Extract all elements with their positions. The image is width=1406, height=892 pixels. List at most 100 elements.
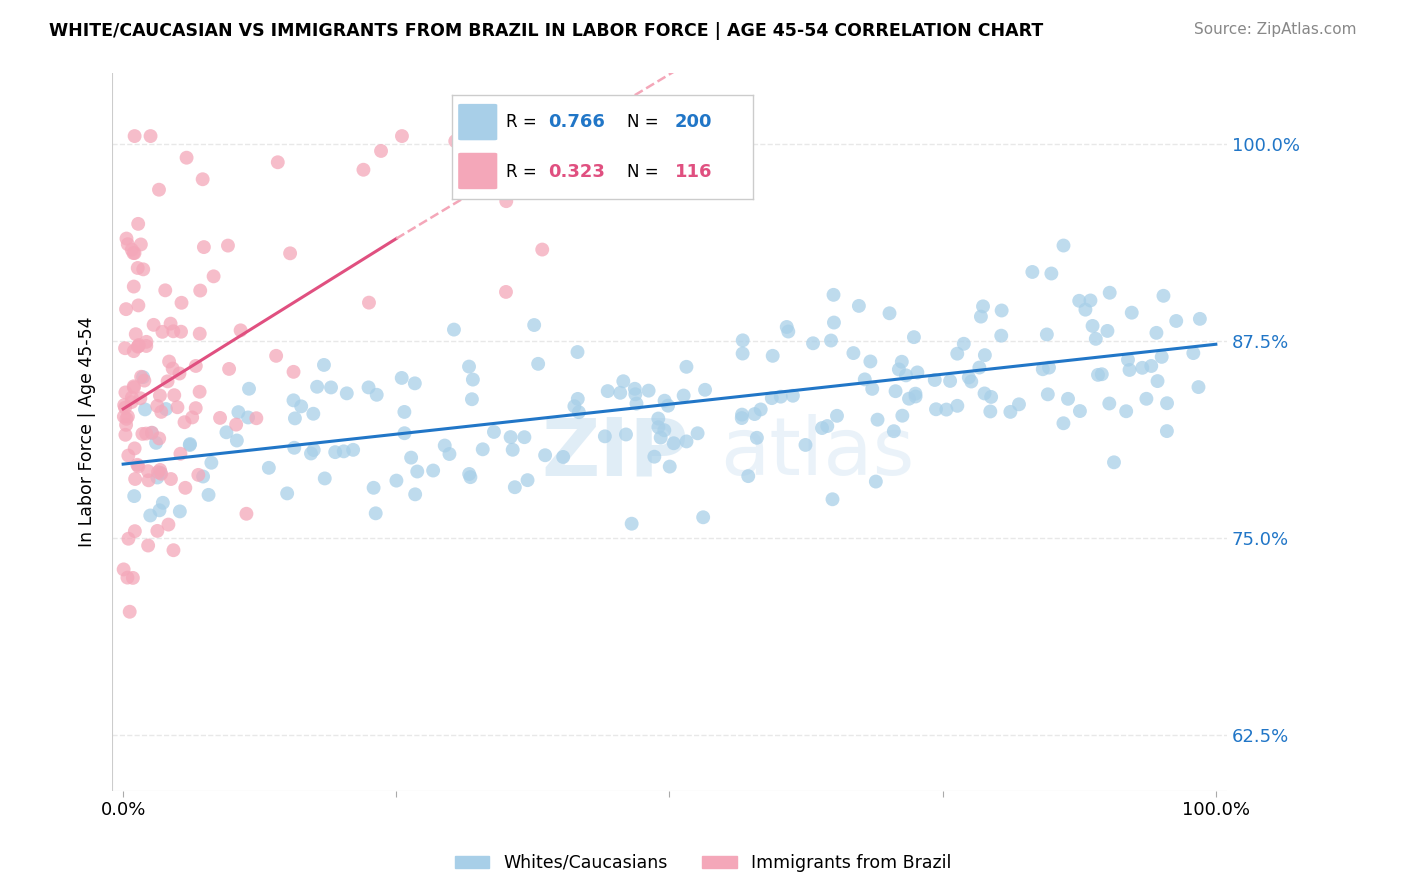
Point bbox=[1057, 392, 1080, 406]
Point bbox=[146, 399, 169, 413]
Point bbox=[1091, 368, 1114, 382]
Point bbox=[162, 543, 184, 558]
Point bbox=[495, 285, 517, 299]
Point bbox=[184, 401, 207, 416]
Point bbox=[979, 404, 1001, 418]
Point bbox=[290, 400, 312, 414]
Point bbox=[276, 486, 298, 500]
Point bbox=[352, 162, 374, 177]
Point bbox=[127, 298, 149, 312]
Point bbox=[314, 471, 336, 485]
Point bbox=[990, 328, 1012, 343]
Point bbox=[1156, 424, 1178, 438]
Point bbox=[117, 409, 139, 424]
Point bbox=[366, 388, 388, 402]
Point bbox=[145, 435, 167, 450]
Point bbox=[505, 129, 527, 144]
Point bbox=[1118, 363, 1140, 377]
Text: WHITE/CAUCASIAN VS IMMIGRANTS FROM BRAZIL IN LABOR FORCE | AGE 45-54 CORRELATION: WHITE/CAUCASIAN VS IMMIGRANTS FROM BRAZI… bbox=[49, 22, 1043, 40]
Point bbox=[626, 396, 648, 410]
Point bbox=[825, 409, 848, 423]
Point bbox=[188, 326, 211, 341]
Point bbox=[782, 389, 804, 403]
Point bbox=[299, 446, 322, 460]
Point bbox=[173, 415, 195, 429]
Point bbox=[848, 299, 870, 313]
Point bbox=[159, 317, 181, 331]
Point bbox=[179, 437, 201, 451]
Point bbox=[332, 444, 354, 458]
Point bbox=[156, 375, 179, 389]
Text: ZIP: ZIP bbox=[541, 414, 689, 492]
Point bbox=[209, 410, 232, 425]
Point bbox=[121, 395, 143, 409]
Point bbox=[1080, 293, 1102, 308]
Point bbox=[801, 336, 824, 351]
Point bbox=[761, 391, 783, 405]
Point bbox=[731, 346, 754, 360]
Point bbox=[169, 447, 191, 461]
Legend: Whites/Caucasians, Immigrants from Brazil: Whites/Caucasians, Immigrants from Brazi… bbox=[447, 847, 959, 879]
Point bbox=[925, 402, 948, 417]
Point bbox=[744, 407, 766, 421]
Y-axis label: In Labor Force | Age 45-54: In Labor Force | Age 45-54 bbox=[79, 317, 96, 547]
Point bbox=[391, 371, 413, 385]
Point bbox=[946, 399, 969, 413]
Point bbox=[188, 384, 211, 399]
Point bbox=[404, 376, 426, 391]
Point bbox=[609, 385, 631, 400]
Point bbox=[302, 407, 325, 421]
Point bbox=[821, 492, 844, 507]
Point bbox=[139, 508, 162, 523]
Point bbox=[127, 340, 149, 354]
Point bbox=[225, 417, 247, 432]
Point bbox=[887, 362, 910, 376]
Point bbox=[139, 129, 162, 144]
Point bbox=[637, 384, 659, 398]
Point bbox=[737, 469, 759, 483]
Point bbox=[115, 231, 138, 245]
Point bbox=[952, 336, 974, 351]
Point bbox=[257, 460, 280, 475]
Point bbox=[1182, 346, 1205, 360]
Point bbox=[567, 392, 589, 406]
Point bbox=[884, 384, 907, 399]
Point bbox=[745, 431, 768, 445]
Point bbox=[811, 421, 834, 435]
Point bbox=[1146, 374, 1168, 388]
Point bbox=[134, 374, 156, 388]
Point bbox=[731, 334, 754, 348]
Point bbox=[973, 386, 995, 401]
Point bbox=[404, 487, 426, 501]
Point bbox=[623, 382, 645, 396]
Point bbox=[148, 432, 170, 446]
Point bbox=[675, 434, 697, 449]
Point bbox=[148, 183, 170, 197]
Point bbox=[391, 129, 413, 144]
Point bbox=[302, 442, 325, 457]
Point bbox=[157, 517, 180, 532]
Point bbox=[179, 438, 201, 452]
Point bbox=[357, 295, 380, 310]
Point bbox=[969, 360, 991, 375]
Point bbox=[112, 398, 135, 412]
Point bbox=[114, 401, 136, 415]
Point bbox=[1130, 360, 1153, 375]
Point bbox=[904, 386, 927, 401]
Point bbox=[163, 388, 186, 402]
Point bbox=[1150, 350, 1173, 364]
Point bbox=[218, 362, 240, 376]
Point bbox=[1084, 332, 1107, 346]
Point bbox=[482, 425, 505, 439]
Point bbox=[169, 504, 191, 518]
Point bbox=[162, 324, 184, 338]
Point bbox=[134, 402, 156, 417]
Point bbox=[124, 524, 146, 538]
Point bbox=[1040, 267, 1063, 281]
Point bbox=[891, 409, 914, 423]
Point bbox=[620, 516, 643, 531]
Point bbox=[283, 441, 305, 455]
Point bbox=[146, 465, 169, 479]
Point bbox=[443, 322, 465, 336]
Point bbox=[142, 318, 165, 332]
